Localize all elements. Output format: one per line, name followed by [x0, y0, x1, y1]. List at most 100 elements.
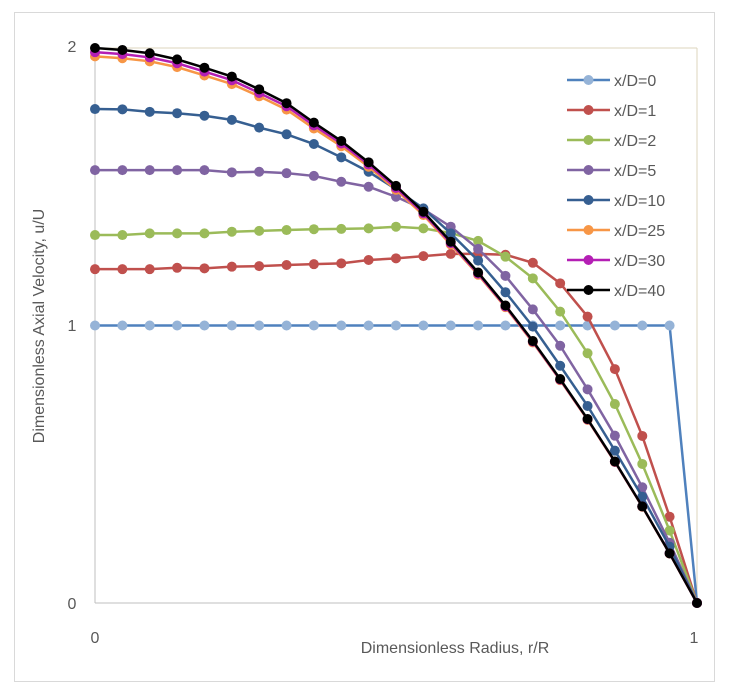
- data-point: [281, 129, 292, 140]
- data-point: [555, 320, 566, 331]
- data-point: [254, 225, 265, 236]
- legend-label: x/D=25: [614, 223, 665, 240]
- y-axis-title: Dimensionless Axial Velocity, u/U: [31, 209, 48, 443]
- data-point: [555, 340, 566, 351]
- x-axis-title: Dimensionless Radius, r/R: [361, 640, 550, 657]
- legend-item: x/D=40: [567, 283, 665, 300]
- data-point: [336, 258, 347, 269]
- legend-item: x/D=0: [567, 73, 656, 90]
- y-tick-label: 0: [68, 596, 77, 613]
- data-point: [308, 224, 319, 235]
- legend-label: x/D=5: [614, 163, 656, 180]
- data-point: [199, 228, 210, 239]
- legend-label: x/D=10: [614, 193, 665, 210]
- legend-item: x/D=30: [567, 253, 665, 270]
- data-point: [418, 223, 429, 234]
- data-point: [637, 320, 648, 331]
- data-point: [637, 482, 648, 493]
- data-point: [281, 320, 292, 331]
- data-point: [144, 165, 155, 176]
- data-point: [172, 54, 183, 65]
- legend-marker: [583, 285, 594, 295]
- data-point: [336, 223, 347, 234]
- data-point: [418, 206, 429, 217]
- axes: 2 1 0 0 1 Dimensionless Radius, r/R Dime…: [31, 39, 699, 657]
- data-point: [637, 458, 648, 469]
- data-point: [172, 320, 183, 331]
- data-point: [500, 251, 511, 262]
- data-point: [117, 165, 128, 176]
- data-point: [90, 43, 100, 53]
- data-point: [254, 261, 265, 272]
- data-point: [500, 300, 511, 311]
- data-point: [582, 414, 593, 425]
- data-point: [172, 108, 183, 119]
- data-point: [664, 320, 675, 331]
- data-point: [418, 251, 429, 262]
- data-point: [527, 321, 538, 332]
- legend-label: x/D=40: [614, 283, 665, 300]
- data-point: [609, 320, 620, 331]
- data-point: [609, 456, 620, 467]
- data-point: [90, 104, 100, 115]
- data-point: [281, 225, 292, 236]
- data-point: [418, 320, 429, 331]
- data-point: [500, 287, 511, 298]
- data-point: [308, 320, 319, 331]
- legend-marker: [583, 135, 594, 145]
- legend-item: x/D=10: [567, 193, 665, 210]
- legend-marker: [583, 105, 594, 115]
- data-point: [391, 253, 401, 264]
- legend-item: x/D=1: [567, 103, 656, 120]
- legend-label: x/D=1: [614, 103, 656, 120]
- data-point: [117, 264, 128, 275]
- data-point: [199, 263, 210, 274]
- data-point: [254, 166, 265, 177]
- data-point: [445, 228, 456, 239]
- series-line: [95, 324, 699, 604]
- data-point: [226, 71, 237, 82]
- chart-frame: [14, 12, 715, 682]
- data-point: [226, 226, 237, 237]
- legend-label: x/D=2: [614, 133, 656, 150]
- data-point: [391, 191, 401, 202]
- data-point: [637, 430, 648, 441]
- data-point: [664, 525, 675, 536]
- data-point: [90, 165, 100, 176]
- data-point: [226, 261, 237, 272]
- data-point: [308, 117, 319, 128]
- data-point: [692, 598, 702, 608]
- data-point: [664, 548, 675, 559]
- legend-label: x/D=0: [614, 73, 656, 90]
- data-point: [226, 320, 237, 331]
- data-point: [473, 320, 484, 331]
- data-point: [445, 248, 456, 259]
- data-point: [308, 170, 319, 181]
- data-point: [473, 243, 484, 254]
- data-point: [199, 165, 210, 176]
- data-point: [363, 223, 374, 234]
- data-point: [336, 176, 347, 187]
- data-point: [527, 336, 538, 347]
- data-point: [637, 491, 648, 502]
- legend-label: x/D=30: [614, 253, 665, 270]
- data-point: [582, 384, 593, 395]
- data-point: [582, 311, 593, 322]
- data-point: [445, 320, 456, 331]
- data-point: [144, 106, 155, 117]
- data-point: [254, 122, 265, 133]
- data-point: [336, 320, 347, 331]
- data-point: [90, 230, 100, 241]
- data-point: [363, 320, 374, 331]
- x-tick-label: 0: [91, 630, 100, 647]
- data-point: [226, 114, 237, 125]
- data-point: [199, 110, 210, 121]
- legend-marker: [583, 75, 594, 85]
- data-point: [527, 257, 538, 268]
- data-point: [582, 348, 593, 359]
- series-x-d-10: [90, 104, 702, 608]
- legend-marker: [583, 225, 594, 235]
- data-point: [555, 374, 566, 385]
- data-point: [473, 255, 484, 266]
- data-point: [609, 430, 620, 441]
